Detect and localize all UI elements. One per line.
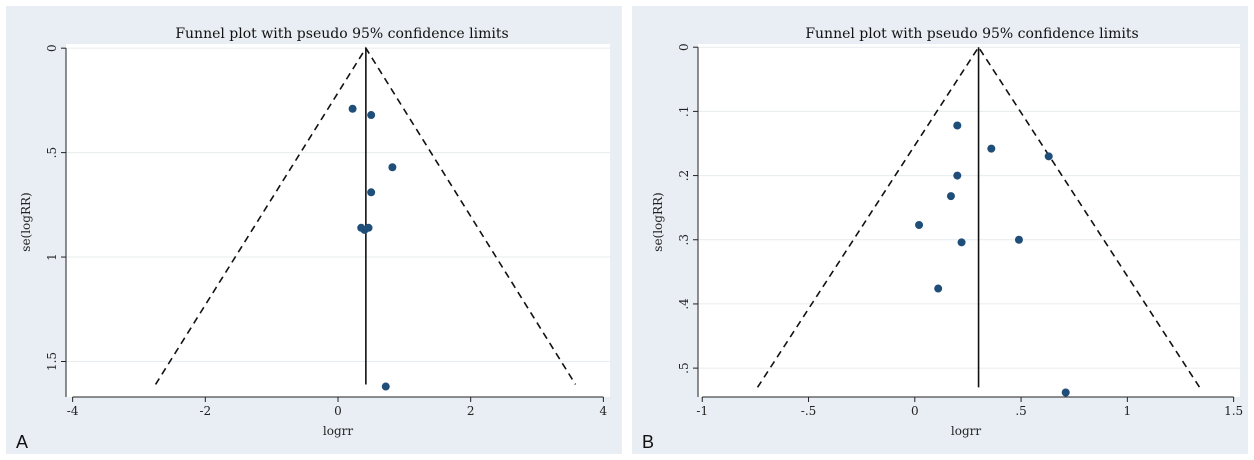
panel-a-x-tick-label: -4 xyxy=(67,404,79,418)
panel-a-study-point xyxy=(388,163,397,172)
panel-a-x-tick-label: 4 xyxy=(600,404,608,418)
panel-a-study-point xyxy=(367,111,376,120)
panel-b-x-tick-label: 0 xyxy=(911,404,919,418)
panel-a-study-point xyxy=(381,382,390,391)
panel-a-x-tick-label: 2 xyxy=(467,404,475,418)
panel-a-plot-area xyxy=(66,44,610,397)
panel-b-letter: B xyxy=(642,432,654,452)
panel-a-x-axis-label: logrr xyxy=(323,424,353,438)
panel-a-x-tick-label: 0 xyxy=(334,404,342,418)
panel-a-y-tick-label: .5 xyxy=(45,147,59,158)
panel-a-y-tick-label: 1 xyxy=(45,253,59,261)
panel-b-confidence-limits xyxy=(756,45,1201,388)
panel-b-axes: 0 .1 .2 .3 .4 .5 -1 -.5 0 .5 1 1.5 xyxy=(677,43,1243,418)
panel-b-gridlines xyxy=(698,46,1240,369)
panel-a-x-tick-label: -2 xyxy=(199,404,211,418)
panel-b-plot-area xyxy=(698,44,1240,397)
panel-a-points xyxy=(348,104,397,391)
panel-b-y-axis-label: se(logRR) xyxy=(651,192,665,251)
panel-a-title: Funnel plot with pseudo 95% confidence l… xyxy=(175,26,508,42)
panel-b-y-tick-label: .1 xyxy=(677,106,691,117)
panel-b-title: Funnel plot with pseudo 95% confidence l… xyxy=(805,26,1138,42)
panel-b-y-tick-label: .2 xyxy=(677,170,691,181)
panel-a: Funnel plot with pseudo 95% confidence l… xyxy=(6,6,622,454)
panel-a-gridlines xyxy=(66,47,610,362)
panel-b-study-point xyxy=(1044,152,1053,161)
panel-b-study-point xyxy=(1014,235,1023,244)
panel-a-study-point xyxy=(364,223,373,232)
panel-a-study-point xyxy=(367,188,376,197)
panel-b-y-tick-label: 0 xyxy=(677,43,691,51)
panel-b-study-point xyxy=(1061,388,1070,397)
panel-b-x-tick-label: .5 xyxy=(1015,404,1026,418)
panel-b-study-point xyxy=(987,144,996,153)
panel-b-study-point xyxy=(915,220,924,229)
panel-b-y-tick-label: .3 xyxy=(677,234,691,245)
panel-a-letter: A xyxy=(16,432,28,452)
panel-a-axes: 0 .5 1 1.5 -4 -2 0 2 4 xyxy=(45,44,608,418)
panel-b-y-tick-label: .5 xyxy=(677,362,691,373)
panel-b-x-tick-label: 1.5 xyxy=(1224,404,1243,418)
panel-b-x-axis-label: logrr xyxy=(951,424,981,438)
panel-b-x-tick-label: -.5 xyxy=(801,404,817,418)
panel-a-funnel-lines xyxy=(154,46,577,385)
panel-b-study-point xyxy=(953,171,962,180)
panel-b-funnel-lines xyxy=(756,45,1201,388)
panel-b-y-tick-label: .4 xyxy=(677,298,691,310)
panel-b-x-tick-label: -1 xyxy=(696,404,708,418)
panel-b-points xyxy=(915,121,1070,397)
panel-b-study-point xyxy=(946,192,955,201)
panel-b-study-point xyxy=(957,238,966,247)
panel-a-y-axis-label: se(logRR) xyxy=(19,192,33,251)
panel-a-study-point xyxy=(348,104,357,113)
panel-b-study-point xyxy=(953,121,962,130)
panel-a-y-tick-label: 1.5 xyxy=(45,352,59,371)
panel-b: Funnel plot with pseudo 95% confidence l… xyxy=(632,6,1248,454)
panel-a-y-tick-label: 0 xyxy=(45,44,59,52)
panel-b-x-tick-label: 1 xyxy=(1124,404,1132,418)
panel-b-study-point xyxy=(934,284,943,293)
